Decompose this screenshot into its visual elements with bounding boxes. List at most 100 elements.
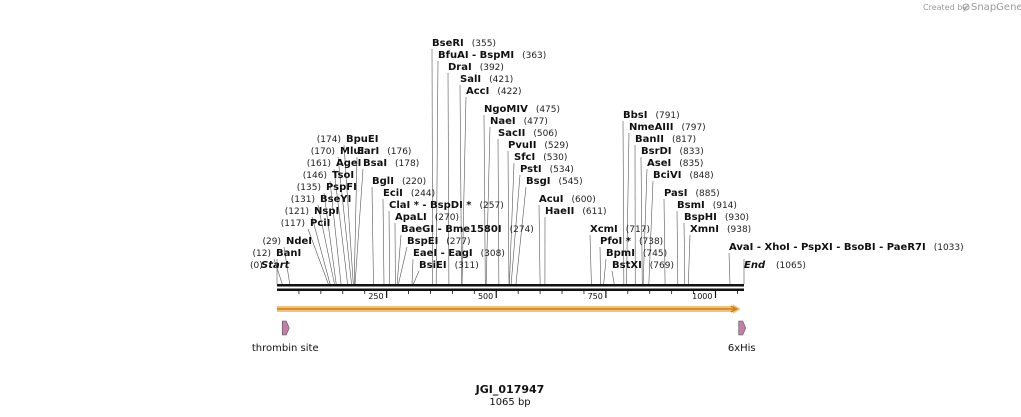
enzyme-name[interactable]: BsaI <box>363 158 387 169</box>
enzyme-name[interactable]: BspEI <box>407 236 438 247</box>
enzyme-name[interactable]: BciVI <box>653 170 681 181</box>
enzyme-name[interactable]: NdeI <box>286 236 312 247</box>
enzyme-eaei-eagi[interactable]: EaeI - EagI (308) <box>413 248 505 259</box>
enzyme-bpuei[interactable]: BpuEI (174) <box>317 134 379 145</box>
enzyme-name[interactable]: XcmI <box>590 224 618 235</box>
enzyme-name[interactable]: BbsI <box>623 110 647 121</box>
enzyme-acci[interactable]: AccI (422) <box>466 86 522 97</box>
enzyme-name[interactable]: AvaI - XhoI - PspXI - BsoBI - PaeR7I <box>729 242 926 253</box>
enzyme-pspfi[interactable]: PspFI (135) <box>297 182 357 193</box>
enzyme-bpmi[interactable]: BpmI (745) <box>606 248 667 259</box>
enzyme-mlui[interactable]: MluI (170) <box>311 146 364 157</box>
enzyme-nspi[interactable]: NspI (121) <box>285 206 339 217</box>
enzyme-bfuai-bspmi[interactable]: BfuAI - BspMI (363) <box>438 50 546 61</box>
feature-arrow-icon[interactable] <box>738 320 747 336</box>
enzyme-name[interactable]: AseI <box>647 158 671 169</box>
enzyme-name[interactable]: AcuI <box>539 194 564 205</box>
enzyme-name[interactable]: NmeAIII <box>629 122 673 133</box>
enzyme-name[interactable]: MluI <box>340 146 364 157</box>
enzyme-nmeaiii[interactable]: NmeAIII (797) <box>629 122 706 133</box>
enzyme-bsrdi[interactable]: BsrDI (833) <box>641 146 704 157</box>
enzyme-name[interactable]: BsiEI <box>419 260 447 271</box>
enzyme-name[interactable]: HaeII <box>545 206 574 217</box>
orf-arrow[interactable] <box>277 304 741 314</box>
enzyme-name[interactable]: PstI <box>520 164 542 175</box>
enzyme-baegi-bme1580i[interactable]: BaeGI - Bme1580I (274) <box>401 224 534 235</box>
enzyme-ngomiv[interactable]: NgoMIV (475) <box>484 104 560 115</box>
enzyme-banii[interactable]: BanII (817) <box>635 134 696 145</box>
enzyme-name[interactable]: BstXI <box>612 260 642 271</box>
enzyme-name[interactable]: BaeGI - Bme1580I <box>401 224 502 235</box>
enzyme-bseyi[interactable]: BseYI (131) <box>291 194 352 205</box>
enzyme-name[interactable]: AccI <box>466 86 489 97</box>
enzyme-naei[interactable]: NaeI (477) <box>490 116 548 127</box>
enzyme-name[interactable]: SacII <box>498 128 525 139</box>
enzyme-bgli[interactable]: BglI (220) <box>372 176 426 187</box>
enzyme-name[interactable]: NspI <box>314 206 339 217</box>
enzyme-name[interactable]: AgeI <box>336 158 361 169</box>
enzyme-tsoi[interactable]: TsoI (146) <box>303 170 354 181</box>
enzyme-sacii[interactable]: SacII (506) <box>498 128 558 139</box>
enzyme-name[interactable]: NaeI <box>490 116 516 127</box>
enzyme-clai-bspdi[interactable]: ClaI * - BspDI * (257) <box>389 200 504 211</box>
enzyme-name[interactable]: BsrDI <box>641 146 672 157</box>
enzyme-name[interactable]: PasI <box>664 188 687 199</box>
enzyme-name[interactable]: PfoI * <box>600 236 632 247</box>
enzyme-xcmi[interactable]: XcmI (717) <box>590 224 650 235</box>
enzyme-bspei[interactable]: BspEI (277) <box>407 236 471 247</box>
enzyme-ecii[interactable]: EciI (244) <box>383 188 435 199</box>
enzyme-name[interactable]: BsgI <box>526 176 550 187</box>
enzyme-name[interactable]: BpmI <box>606 248 635 259</box>
enzyme-name[interactable]: TsoI <box>332 170 354 181</box>
enzyme-name[interactable]: BanII <box>635 134 664 145</box>
feature-6xhis[interactable]: 6xHis <box>728 320 756 354</box>
enzyme-name[interactable]: XmnI <box>690 224 719 235</box>
enzyme-sali[interactable]: SalI (421) <box>460 74 513 85</box>
enzyme-name[interactable]: SfcI <box>514 152 535 163</box>
enzyme-agei[interactable]: AgeI (161) <box>307 158 362 169</box>
enzyme-bsai[interactable]: BsaI (178) <box>363 158 419 169</box>
enzyme-asei[interactable]: AseI (835) <box>647 158 703 169</box>
enzyme-apali[interactable]: ApaLI (270) <box>395 212 459 223</box>
enzyme-bstxi[interactable]: BstXI (769) <box>612 260 674 271</box>
enzyme-xmni[interactable]: XmnI (938) <box>690 224 751 235</box>
enzyme-avai-xhoi-pspxi-bsobi-paer7i[interactable]: AvaI - XhoI - PspXI - BsoBI - PaeR7I (103… <box>729 242 964 253</box>
enzyme-name[interactable]: EaeI - EagI <box>413 248 473 259</box>
enzyme-name[interactable]: BseRI <box>432 38 464 49</box>
enzyme-ndei[interactable]: NdeI (29) <box>263 236 313 247</box>
feature-thrombin-site[interactable]: thrombin site <box>252 320 319 354</box>
enzyme-name[interactable]: SalI <box>460 74 481 85</box>
enzyme-bseri[interactable]: BseRI (355) <box>432 38 496 49</box>
enzyme-acui[interactable]: AcuI (600) <box>539 194 596 205</box>
enzyme-eari[interactable]: EarI (176) <box>357 146 411 157</box>
enzyme-name[interactable]: ClaI * - BspDI * <box>389 200 472 211</box>
enzyme-name[interactable]: BseYI <box>320 194 351 205</box>
enzyme-name[interactable]: DraI <box>448 62 472 73</box>
enzyme-sfci[interactable]: SfcI (530) <box>514 152 567 163</box>
enzyme-name[interactable]: EciI <box>383 188 403 199</box>
enzyme-psti[interactable]: PstI (534) <box>520 164 574 175</box>
enzyme-name[interactable]: PspFI <box>326 182 357 193</box>
enzyme-drai[interactable]: DraI (392) <box>448 62 504 73</box>
enzyme-name[interactable]: PvuII <box>508 140 536 151</box>
enzyme-haeii[interactable]: HaeII (611) <box>545 206 607 217</box>
enzyme-name[interactable]: BanI <box>276 248 301 259</box>
enzyme-pfoi[interactable]: PfoI * (738) <box>600 236 663 247</box>
enzyme-name[interactable]: ApaLI <box>395 212 427 223</box>
enzyme-name[interactable]: BsmI <box>677 200 705 211</box>
enzyme-name[interactable]: PciI <box>310 218 330 229</box>
enzyme-bani[interactable]: BanI (12) <box>253 248 302 259</box>
enzyme-name[interactable]: BglI <box>372 176 394 187</box>
enzyme-bsiei[interactable]: BsiEI (311) <box>419 260 479 271</box>
enzyme-name[interactable]: BfuAI - BspMI <box>438 50 514 61</box>
enzyme-bcivi[interactable]: BciVI (848) <box>653 170 714 181</box>
enzyme-name[interactable]: BpuEI <box>346 134 378 145</box>
enzyme-pvuii[interactable]: PvuII (529) <box>508 140 569 151</box>
enzyme-bsphi[interactable]: BspHI (930) <box>684 212 749 223</box>
enzyme-name[interactable]: BspHI <box>684 212 717 223</box>
enzyme-pcii[interactable]: PciI (117) <box>281 218 331 229</box>
enzyme-name[interactable]: EarI <box>357 146 379 157</box>
enzyme-name[interactable]: NgoMIV <box>484 104 528 115</box>
enzyme-pasi[interactable]: PasI (885) <box>664 188 720 199</box>
enzyme-bsmi[interactable]: BsmI (914) <box>677 200 737 211</box>
